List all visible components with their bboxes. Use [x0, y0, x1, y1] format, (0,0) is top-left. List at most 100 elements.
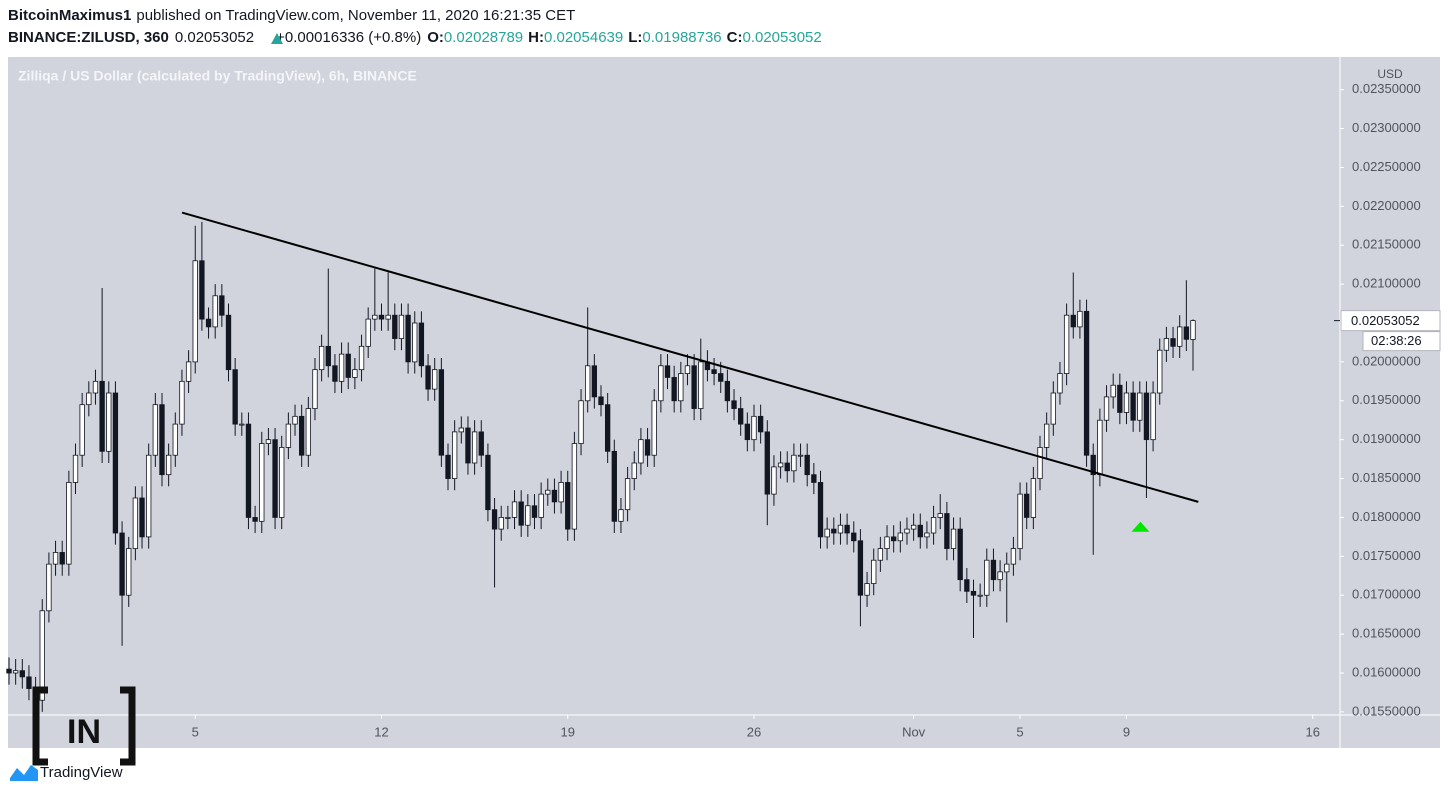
candle-body: [159, 404, 165, 476]
candle-body: [12, 670, 19, 674]
candle-body: [52, 552, 59, 565]
candle-body: [132, 497, 139, 549]
candle-body: [165, 454, 172, 476]
candle-body: [757, 415, 764, 433]
symbol: BINANCE:ZILUSD, 360: [8, 29, 169, 46]
candle-body: [764, 431, 770, 495]
candle-body: [205, 318, 212, 328]
candle-body: [804, 454, 810, 476]
candle-body: [618, 509, 624, 522]
x-tick-label: 26: [747, 724, 761, 739]
candle-body: [106, 392, 112, 452]
candle-body: [425, 365, 431, 390]
candle-body: [791, 454, 797, 472]
candle-body: [817, 482, 824, 538]
candle-body: [877, 548, 884, 561]
candle-body: [232, 369, 238, 425]
candle-body: [99, 380, 105, 452]
candle-body: [578, 400, 584, 444]
candle-body: [259, 443, 265, 522]
candle-body: [871, 559, 877, 584]
candle-body: [498, 517, 504, 530]
candle-body: [891, 536, 897, 542]
candle-body: [152, 404, 158, 456]
y-tick-label: 0.01750000: [1352, 548, 1421, 563]
candle-body: [66, 482, 72, 565]
x-tick-label: 12: [374, 724, 388, 739]
candle-body: [771, 466, 777, 495]
candle-body: [46, 563, 52, 612]
candle-body: [338, 353, 345, 382]
candle-body: [312, 369, 318, 409]
x-tick-label: 5: [192, 724, 199, 739]
candle-body: [624, 478, 631, 511]
candle-body: [984, 559, 990, 596]
candle-body: [1137, 392, 1143, 421]
candle-body: [26, 676, 32, 689]
candle-body: [518, 501, 524, 526]
candle-body: [92, 380, 99, 394]
candle-body: [538, 493, 544, 518]
candle-body: [285, 423, 292, 448]
up-arrow-icon: [271, 33, 283, 44]
candle-body: [146, 454, 152, 538]
candle-body: [937, 513, 943, 518]
candle-body: [977, 594, 983, 597]
y-tick-label: 0.02300000: [1352, 120, 1421, 135]
candle-body: [272, 439, 278, 518]
candle-body: [1024, 493, 1030, 518]
candle-body: [59, 552, 65, 565]
candle-body: [505, 517, 511, 519]
candle-body: [1157, 349, 1163, 394]
y-tick-label: 0.02250000: [1352, 159, 1421, 174]
x-tick-label: 9: [1123, 724, 1130, 739]
candle-body: [910, 524, 917, 530]
open-value: 0.02028789: [444, 29, 523, 46]
candle-body: [824, 528, 830, 538]
candle-body: [1043, 423, 1050, 448]
candle-body: [192, 260, 198, 363]
candle-body: [126, 548, 132, 596]
author: BitcoinMaximus1: [8, 7, 131, 24]
candle-body: [239, 423, 245, 426]
candle-body: [385, 314, 391, 320]
candle-body: [811, 474, 817, 483]
y-tick-label: 0.01850000: [1352, 470, 1421, 485]
candle-body: [305, 408, 311, 456]
candle-body: [378, 314, 385, 320]
candle-body: [1063, 314, 1070, 374]
y-tick-label: 0.02200000: [1352, 198, 1421, 213]
candle-body: [19, 670, 25, 678]
published: published on TradingView.com, November 1…: [136, 7, 575, 24]
candle-body: [245, 423, 252, 518]
candle-body: [897, 532, 903, 542]
x-tick-label: Nov: [902, 724, 926, 739]
axis-unit: USD: [1377, 67, 1403, 81]
watermark-logo: IN: [32, 686, 136, 766]
last-price-box: [1340, 310, 1441, 332]
candle-body: [1177, 326, 1183, 347]
candle-body: [1117, 384, 1123, 413]
candle-body: [997, 571, 1003, 581]
chart-title: Zilliqa / US Dollar (calculated by Tradi…: [18, 68, 417, 84]
candle-body: [1130, 392, 1136, 421]
candle-body: [924, 532, 930, 538]
candle-body: [6, 668, 12, 674]
plot: 0.01550000 0.01600000 0.01650000 0.01700000…: [6, 81, 1421, 739]
open-label: O:: [427, 29, 444, 46]
watermark-text: IN: [67, 713, 101, 751]
candle-body: [551, 489, 558, 503]
candle-body: [265, 439, 272, 444]
candle-body: [432, 369, 438, 390]
candle-body: [565, 482, 571, 530]
y-tick-label: 0.02100000: [1352, 276, 1421, 291]
brand: TradingView: [40, 764, 123, 781]
candle-body: [1070, 314, 1076, 328]
candle-body: [471, 431, 478, 464]
candle-body: [139, 497, 145, 538]
brand-icon: [10, 765, 38, 781]
candle-body: [591, 365, 598, 398]
candle-body: [485, 454, 491, 511]
candle-body: [1163, 338, 1170, 351]
candle-body: [917, 524, 923, 538]
